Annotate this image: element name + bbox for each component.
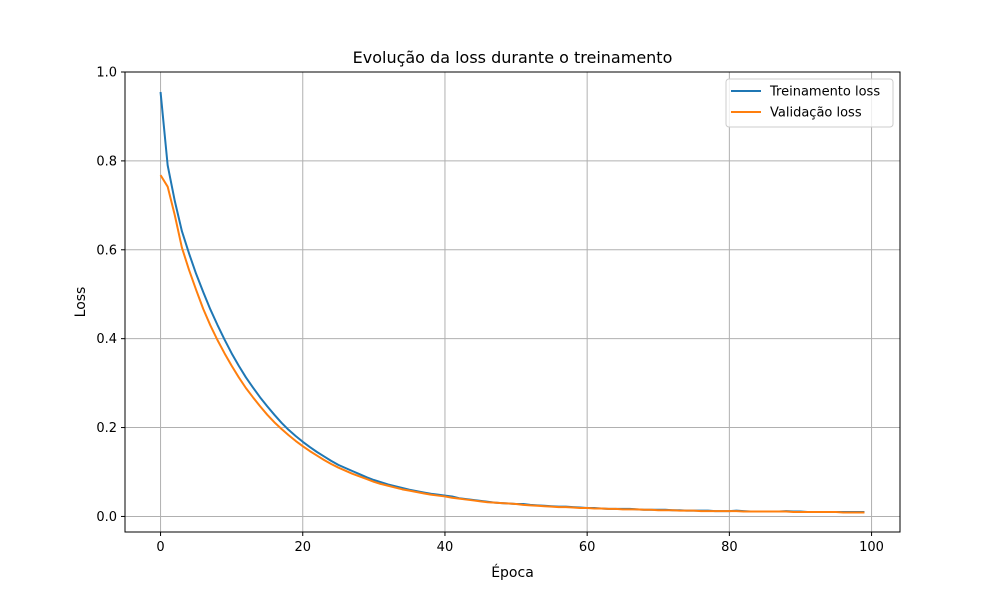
axis-ticks: 0 20 40 60 80 100 0.0 0.2 0.4 0.6 0.8 1.0 xyxy=(96,66,884,556)
x-tick-label: 60 xyxy=(579,540,596,555)
series-lines xyxy=(159,91,865,514)
y-tick-label: 0.4 xyxy=(96,332,117,347)
x-tick-label: 80 xyxy=(721,540,738,555)
x-tick-label: 0 xyxy=(156,540,164,555)
plot-frame xyxy=(124,71,901,533)
y-tick-label: 0.0 xyxy=(96,510,117,525)
y-tick-label: 0.6 xyxy=(96,243,117,258)
legend-label-0: Treinamento loss xyxy=(769,85,880,100)
legend-box xyxy=(725,78,894,128)
legend: Treinamento loss Validação loss xyxy=(725,78,894,128)
x-tick-label: 20 xyxy=(294,540,311,555)
grid xyxy=(125,71,900,532)
y-axis-label: Loss xyxy=(73,287,89,318)
series-line-1 xyxy=(159,174,865,514)
legend-label-1: Validação loss xyxy=(770,106,862,121)
x-tick-label: 40 xyxy=(437,540,454,555)
chart-title: Evolução da loss durante o treinamento xyxy=(353,48,673,67)
y-tick-label: 1.0 xyxy=(96,66,117,81)
x-tick-label: 100 xyxy=(859,540,884,555)
x-axis-label: Época xyxy=(491,564,534,581)
y-tick-label: 0.2 xyxy=(96,421,117,436)
y-tick-label: 0.8 xyxy=(96,154,117,169)
